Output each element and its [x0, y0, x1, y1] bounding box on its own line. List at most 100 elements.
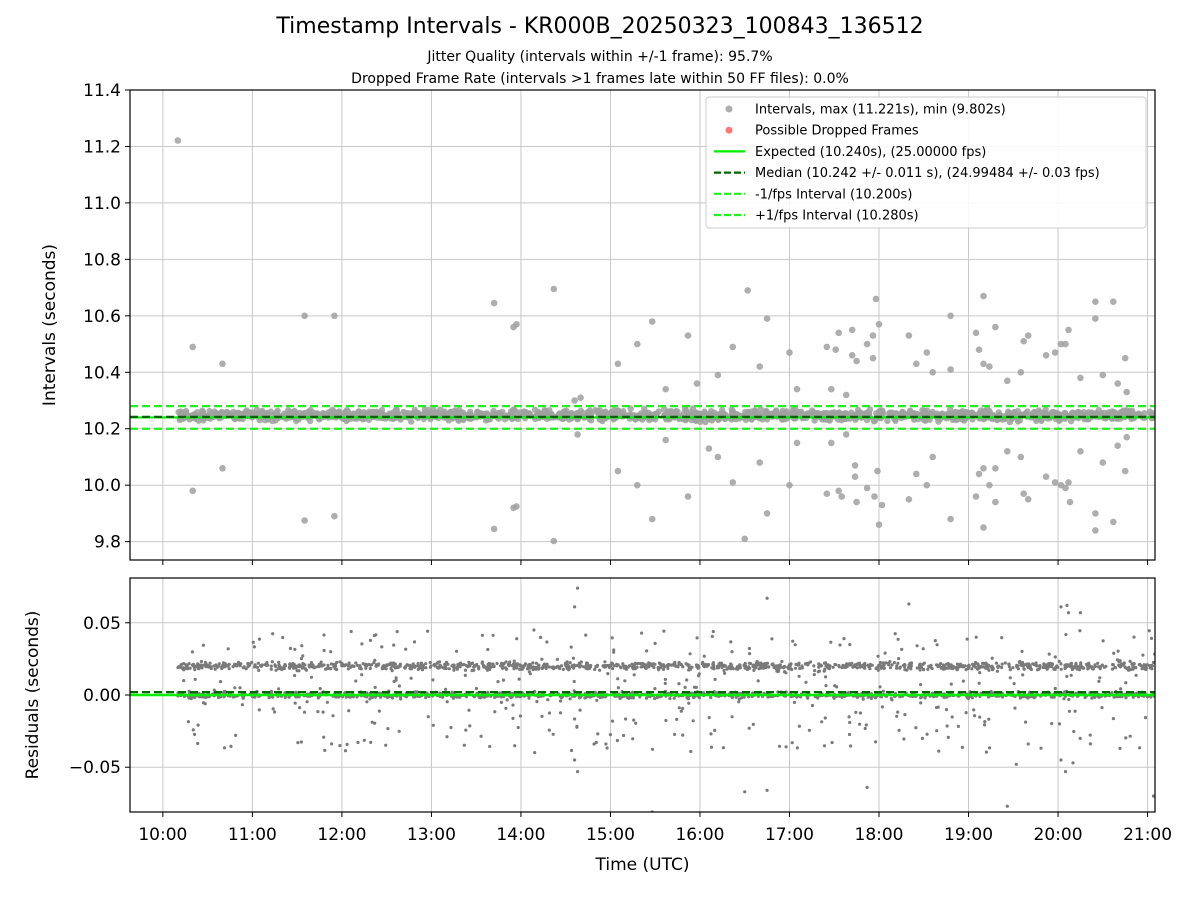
residual-point — [389, 666, 393, 671]
residual-point — [397, 729, 401, 733]
residual-point — [431, 723, 435, 727]
residual-point — [596, 732, 600, 736]
residual-point — [847, 715, 851, 719]
residual-point — [706, 663, 711, 667]
residual-point — [325, 700, 329, 704]
interval-point — [1073, 410, 1080, 417]
residual-point — [1142, 666, 1146, 670]
residual-point — [293, 647, 297, 652]
residual-point — [687, 701, 691, 705]
legend-label: Expected (10.240s), (25.00000 fps) — [755, 145, 986, 160]
residual-point — [966, 696, 971, 701]
residual-point — [244, 667, 248, 671]
interval-point — [1042, 473, 1050, 481]
residual-point — [895, 714, 899, 718]
residual-point — [747, 646, 752, 651]
interval-point — [642, 409, 649, 416]
residual-point — [729, 662, 733, 666]
interval-point — [1114, 380, 1121, 387]
residual-point — [711, 663, 715, 667]
residual-point — [751, 663, 756, 667]
residual-point — [776, 669, 780, 674]
residual-point — [534, 667, 538, 671]
residual-point — [445, 735, 449, 739]
residual-point — [1151, 794, 1155, 798]
residual-point — [631, 696, 636, 700]
x-tick-label: 14:00 — [496, 825, 545, 845]
residual-point — [874, 666, 878, 670]
residual-point — [1100, 663, 1104, 667]
interval-point — [1042, 406, 1049, 413]
residual-point — [765, 788, 769, 792]
residual-point — [488, 662, 492, 666]
residual-point — [292, 664, 296, 668]
residual-point — [1045, 663, 1049, 667]
residual-point — [1088, 733, 1092, 737]
residual-point — [612, 648, 616, 652]
interval-point — [708, 417, 716, 424]
interval-point — [986, 481, 993, 489]
residual-point — [1047, 652, 1051, 656]
residual-point — [238, 686, 242, 690]
interval-point — [413, 410, 420, 417]
residual-point — [463, 673, 467, 678]
residual-point — [748, 652, 752, 656]
residual-point — [569, 748, 574, 753]
interval-point — [986, 363, 993, 370]
residual-point — [1111, 663, 1115, 667]
residual-point — [344, 695, 348, 699]
residual-point — [819, 663, 823, 667]
interval-point — [692, 410, 699, 417]
interval-point — [851, 473, 859, 481]
interval-point — [714, 453, 722, 461]
residual-point — [193, 677, 197, 682]
residual-point — [545, 640, 549, 644]
interval-point — [929, 408, 936, 416]
residual-point — [921, 647, 925, 651]
residual-point — [328, 667, 333, 671]
interval-point — [550, 285, 558, 293]
residual-point — [937, 664, 941, 668]
residual-point — [847, 732, 852, 737]
residual-point — [419, 661, 424, 665]
interval-point — [602, 409, 609, 416]
interval-point — [838, 493, 845, 500]
residual-point — [627, 696, 631, 701]
residual-point — [257, 668, 261, 673]
residual-point — [1071, 761, 1075, 765]
x-tick-label: 16:00 — [675, 825, 724, 845]
residual-point — [914, 726, 918, 730]
residual-point — [676, 665, 680, 669]
residual-point — [1118, 659, 1122, 663]
residual-point — [1111, 717, 1115, 721]
x-tick-label: 15:00 — [586, 825, 635, 845]
residual-point — [624, 717, 628, 721]
residual-point — [793, 643, 797, 647]
residual-point — [504, 667, 509, 671]
residual-point — [565, 660, 569, 664]
residual-point — [208, 661, 212, 665]
interval-point — [189, 487, 196, 495]
residual-point — [185, 663, 189, 667]
residual-point — [335, 660, 339, 665]
interval-point — [875, 321, 883, 328]
residual-point — [1007, 662, 1011, 666]
interval-point — [258, 408, 266, 416]
residual-point — [661, 664, 665, 668]
residual-point — [661, 667, 666, 672]
interval-point — [757, 406, 765, 413]
residual-point — [252, 645, 256, 649]
interval-point — [857, 409, 864, 417]
interval-point — [972, 329, 980, 337]
residual-point — [1067, 709, 1072, 713]
residual-point — [918, 668, 922, 672]
residual-point — [186, 720, 190, 724]
interval-point — [174, 137, 182, 144]
residual-point — [1019, 695, 1023, 699]
interval-point — [863, 340, 871, 348]
interval-point — [1123, 388, 1130, 396]
y-tick-label: 10.4 — [83, 363, 121, 383]
residual-point — [1102, 665, 1107, 669]
residual-point — [810, 703, 815, 708]
residual-point — [566, 667, 571, 671]
